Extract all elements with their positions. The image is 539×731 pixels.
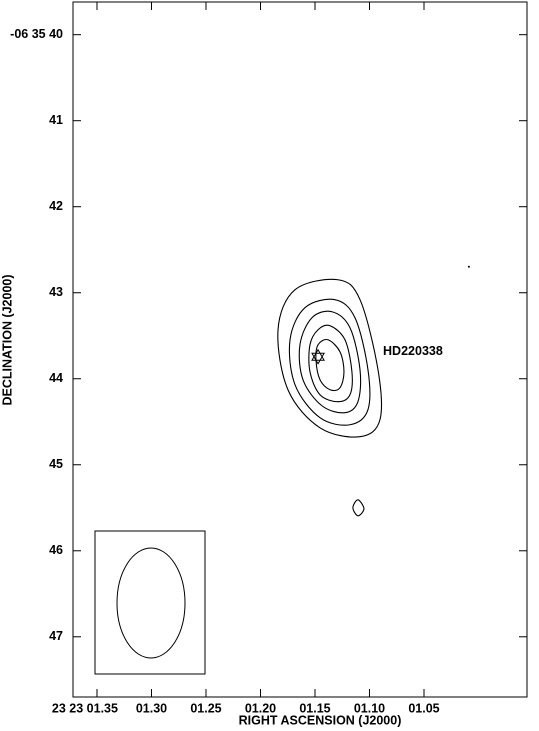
x-tick-label: 01.10 — [354, 701, 385, 715]
contour — [352, 499, 365, 517]
y-tick-label: 42 — [49, 199, 63, 213]
star-marker — [311, 348, 325, 361]
x-tick-label: 23 23 01.35 — [52, 701, 118, 715]
contour — [277, 278, 383, 438]
x-tick-label: 01.15 — [299, 701, 330, 715]
contour — [298, 310, 362, 414]
contour — [288, 298, 371, 426]
x-tick-label: 01.05 — [408, 701, 439, 715]
plot-frame — [72, 1, 528, 698]
x-tick-label: 01.25 — [190, 701, 221, 715]
beam-ellipse — [116, 547, 186, 659]
x-tick-label: 01.30 — [136, 701, 167, 715]
y-tick-label: 46 — [49, 543, 63, 557]
star-marker — [311, 352, 325, 365]
y-tick-label: 45 — [49, 457, 63, 471]
y-axis-title: DECLINATION (J2000) — [0, 274, 14, 405]
y-tick-label: 43 — [49, 285, 63, 299]
beam-box — [94, 530, 206, 675]
spot — [467, 265, 470, 268]
y-tick-label: 44 — [49, 371, 63, 385]
annotation: HD220338 — [383, 344, 443, 358]
contour — [315, 338, 345, 392]
y-tick-label: -06 35 40 — [10, 27, 63, 41]
x-axis-title: RIGHT ASCENSION (J2000) — [239, 713, 402, 727]
y-tick-label: 47 — [49, 629, 63, 643]
x-tick-label: 01.20 — [245, 701, 276, 715]
y-tick-label: 41 — [49, 113, 63, 127]
contour — [308, 324, 353, 403]
